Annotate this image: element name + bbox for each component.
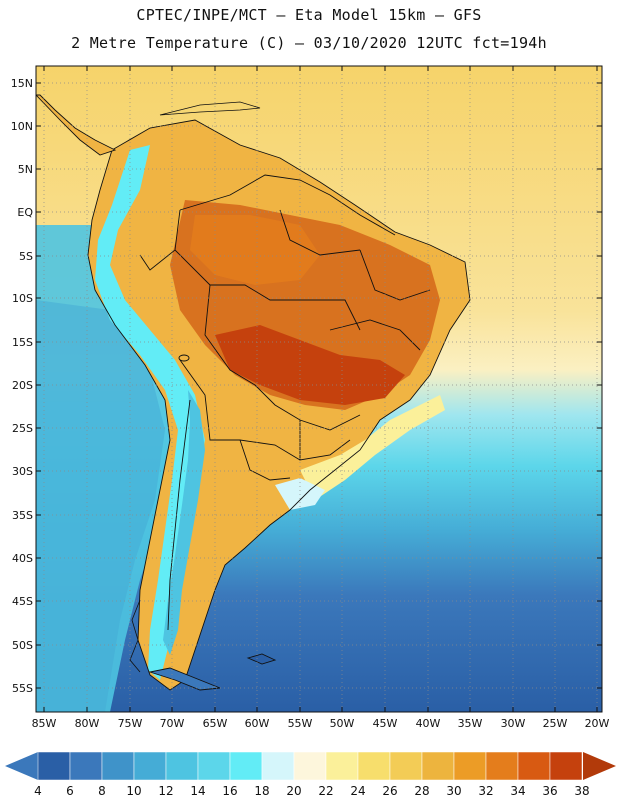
country-borders xyxy=(87,119,471,691)
lon-label: 45W xyxy=(373,717,398,730)
colorbar-swatch xyxy=(485,751,519,781)
colorbar-label: 8 xyxy=(98,784,106,798)
map-content xyxy=(36,66,602,712)
hottest-core-region xyxy=(215,325,405,405)
colorbar-swatch xyxy=(357,751,391,781)
lon-label: 55W xyxy=(288,717,313,730)
colorbar-swatch xyxy=(293,751,327,781)
pacific-cooler-region xyxy=(36,300,165,712)
axis-ticks xyxy=(36,66,602,712)
colorbar-swatch xyxy=(37,751,71,781)
colorbar-label: 28 xyxy=(414,784,429,798)
colorbar-label: 36 xyxy=(542,784,557,798)
colorbar-swatch xyxy=(517,751,551,781)
lat-label: 45S xyxy=(12,595,33,608)
lake-titicaca xyxy=(178,354,190,362)
lon-label: 20W xyxy=(585,717,610,730)
lat-label: 20S xyxy=(12,379,33,392)
colorbar-swatch xyxy=(197,751,231,781)
colorbar-swatch xyxy=(101,751,135,781)
lon-label: 40W xyxy=(416,717,441,730)
colorbar-label: 16 xyxy=(222,784,237,798)
colorbar-label: 4 xyxy=(34,784,42,798)
lon-label: 65W xyxy=(203,717,228,730)
lat-label: 50S xyxy=(12,639,33,652)
colorbar-swatch xyxy=(133,751,167,781)
map-frame xyxy=(35,65,603,713)
colorbar-label: 10 xyxy=(126,784,141,798)
southeast-cool-coast xyxy=(300,395,445,500)
longitude-labels: 85W 80W 75W 70W 65W 60W 55W 50W 45W 40W … xyxy=(32,717,610,730)
colorbar-swatch xyxy=(421,751,455,781)
lon-label: 85W xyxy=(32,717,57,730)
lon-label: 35W xyxy=(458,717,483,730)
lon-label: 25W xyxy=(543,717,568,730)
colorbar-swatch xyxy=(549,751,583,781)
colorbar-high-arrow xyxy=(583,752,616,780)
colorbar-swatch xyxy=(389,751,423,781)
map-title-line-1: CPTEC/INPE/MCT – Eta Model 15km – GFS xyxy=(136,6,482,24)
latitude-labels: 15N 10N 5N EQ 5S 10S 15S 20S 25S 30S 35S… xyxy=(11,77,34,695)
colorbar-label: 24 xyxy=(350,784,365,798)
caribbean-islands xyxy=(159,101,261,116)
lat-label: 5N xyxy=(18,163,33,176)
colorbar-swatch xyxy=(165,751,199,781)
andes-high-peaks xyxy=(163,390,205,655)
lat-label: 25S xyxy=(12,422,33,435)
lon-label: 75W xyxy=(118,717,143,730)
lon-label: 60W xyxy=(245,717,270,730)
colorbar-label: 32 xyxy=(478,784,493,798)
colorbar-label: 20 xyxy=(286,784,301,798)
colorbar-label: 18 xyxy=(254,784,269,798)
map-title-line-2: 2 Metre Temperature (C) – 03/10/2020 12U… xyxy=(71,34,547,52)
colorbar-swatch xyxy=(261,751,295,781)
lat-label: 10S xyxy=(12,292,33,305)
lat-label: 15S xyxy=(12,336,33,349)
chile-fjords-coast xyxy=(129,599,141,673)
lon-label: 30W xyxy=(501,717,526,730)
colorbar-label: 6 xyxy=(66,784,74,798)
colorbar-swatch xyxy=(69,751,103,781)
central-america xyxy=(36,94,117,156)
lat-label: 40S xyxy=(12,552,33,565)
colorbar-label: 22 xyxy=(318,784,333,798)
lat-label: EQ xyxy=(17,206,33,219)
colorbar: 4 6 8 10 12 14 16 18 20 22 24 26 28 30 3… xyxy=(5,751,616,798)
colorbar-low-arrow xyxy=(5,752,38,780)
colorbar-label: 34 xyxy=(510,784,525,798)
colorbar-label: 26 xyxy=(382,784,397,798)
colorbar-swatch xyxy=(453,751,487,781)
lat-label: 15N xyxy=(11,77,33,90)
lon-label: 50W xyxy=(330,717,355,730)
lat-label: 5S xyxy=(19,250,33,263)
colorbar-swatch xyxy=(325,751,359,781)
colorbar-label: 30 xyxy=(446,784,461,798)
lon-label: 80W xyxy=(75,717,100,730)
lat-label: 10N xyxy=(11,120,33,133)
colorbar-label: 12 xyxy=(158,784,173,798)
lat-label: 35S xyxy=(12,509,33,522)
lon-label: 70W xyxy=(160,717,185,730)
colorbar-label: 38 xyxy=(574,784,589,798)
colorbar-swatch xyxy=(229,751,263,781)
lat-label: 30S xyxy=(12,465,33,478)
lat-label: 55S xyxy=(12,682,33,695)
colorbar-label: 14 xyxy=(190,784,205,798)
